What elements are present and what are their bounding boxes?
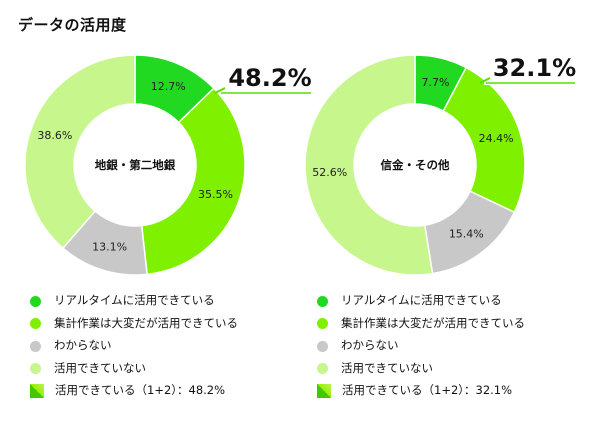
total-callout-box	[484, 49, 577, 85]
legend-dot-realtime	[30, 295, 41, 307]
legend-dot-unknown	[30, 340, 41, 352]
legend-right: リアルタイムに活用できている 集計作業は大変だが活用できている わからない 活用…	[317, 294, 525, 407]
donut-center-label: 信金・その他	[381, 158, 450, 172]
legend-label-not-used: 活用できていない	[54, 360, 146, 375]
legend-item-not-used: 活用できていない	[317, 362, 525, 376]
donut-left: 12.7% 35.5% 13.1% 38.6% 地銀・第二地銀 48.2%	[24, 54, 313, 276]
slice-effort	[442, 66, 526, 214]
total-value: 32.1%	[493, 54, 576, 82]
legend-item-unknown: わからない	[317, 339, 525, 353]
slice-label-realtime: 7.7%	[421, 76, 449, 89]
total-callout-pointer	[214, 87, 226, 94]
legend-dot-not-used	[317, 363, 328, 374]
donut-right: 7.7% 24.4% 15.4% 52.6% 信金・その他 32.1%	[304, 44, 577, 276]
slice-label-unknown: 13.1%	[92, 241, 127, 254]
legend-item-realtime: リアルタイムに活用できている	[30, 294, 238, 308]
legend-dot-effort	[30, 318, 41, 329]
legend-left: リアルタイムに活用できている 集計作業は大変だが活用できている わからない 活用…	[30, 294, 238, 407]
legend-item-realtime: リアルタイムに活用できている	[317, 294, 525, 308]
legend-label-total: 活用できている（1+2）：48.2%	[55, 383, 226, 398]
legend-item-total: 活用できている（1+2）：32.1%	[317, 384, 525, 398]
legend-item-not-used: 活用できていない	[30, 362, 238, 376]
slice-label-effort: 24.4%	[479, 132, 514, 145]
legend-label-unknown: わからない	[54, 338, 112, 353]
total-callout-pointer	[479, 77, 491, 84]
slice-effort	[140, 87, 246, 276]
legend-dot-realtime	[317, 295, 328, 307]
legend-dot-effort	[317, 318, 328, 329]
slice-label-not-used: 38.6%	[37, 129, 72, 142]
slice-label-not-used: 52.6%	[312, 166, 347, 179]
legend-item-total: 活用できている（1+2）：48.2%	[30, 384, 238, 398]
legend-label-unknown: わからない	[341, 338, 399, 353]
legend-item-effort: 集計作業は大変だが活用できている	[30, 317, 238, 331]
slice-label-unknown: 15.4%	[449, 227, 484, 240]
total-swatch-icon	[317, 384, 331, 398]
total-value: 48.2%	[228, 64, 311, 92]
page-title: データの活用度	[18, 16, 127, 34]
legend-label-effort: 集計作業は大変だが活用できている	[341, 315, 525, 330]
legend-dot-unknown	[317, 340, 328, 352]
total-swatch-icon	[30, 384, 44, 398]
slice-not-used	[24, 54, 136, 250]
donut-center-label: 地銀・第二地銀	[95, 158, 176, 172]
legend-item-unknown: わからない	[30, 339, 238, 353]
legend-label-not-used: 活用できていない	[341, 360, 433, 375]
slice-label-realtime: 12.7%	[151, 80, 186, 93]
legend-label-realtime: リアルタイムに活用できている	[54, 293, 215, 308]
legend-dot-not-used	[30, 363, 41, 374]
legend-item-effort: 集計作業は大変だが活用できている	[317, 317, 525, 331]
total-callout-box	[219, 59, 313, 95]
slice-not-used	[304, 54, 434, 276]
slice-label-effort: 35.5%	[198, 188, 233, 201]
legend-label-effort: 集計作業は大変だが活用できている	[54, 315, 238, 330]
legend-label-realtime: リアルタイムに活用できている	[341, 293, 502, 308]
legend-label-total: 活用できている（1+2）：32.1%	[342, 383, 513, 398]
